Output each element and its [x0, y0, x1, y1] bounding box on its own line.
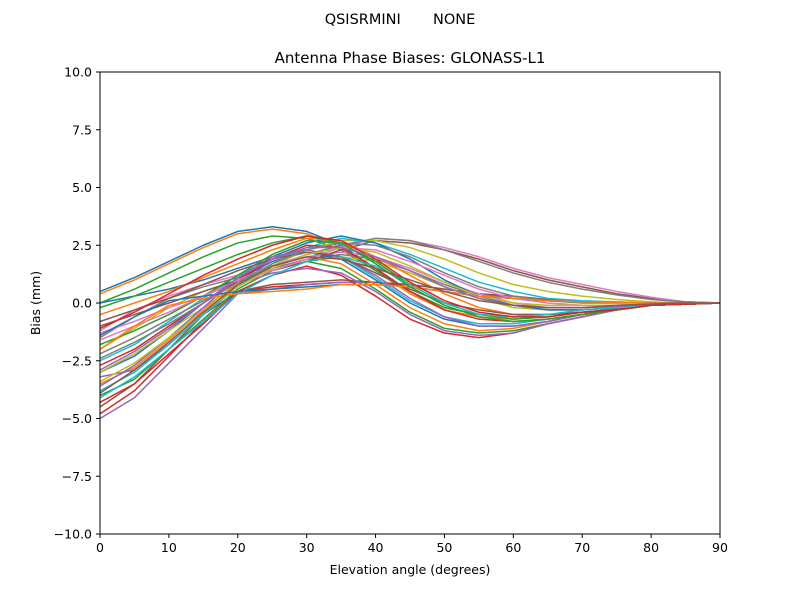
y-tick-label: 7.5 [72, 122, 92, 137]
x-tick-label: 60 [505, 540, 521, 555]
y-tick-label: −2.5 [62, 353, 92, 368]
series-line-26 [99, 251, 721, 323]
y-tick-label: −5.0 [62, 411, 92, 426]
y-tick-label: −7.5 [62, 469, 92, 484]
series-line-18 [99, 237, 721, 355]
ticks-layer: 0 10 20 30 40 50 60 70 80 90 −10.0 −7.5 −5.0 −2.5 0.0 2… [54, 65, 728, 556]
y-tick-label: 2.5 [72, 238, 92, 253]
x-axis-label: Elevation angle (degrees) [330, 562, 491, 577]
x-tick-label: 10 [161, 540, 177, 555]
series-line-30 [99, 256, 720, 399]
x-tick-label: 80 [643, 540, 659, 555]
x-tick-label: 90 [712, 540, 728, 555]
y-tick-label: 5.0 [72, 180, 92, 195]
x-tick-label: 40 [368, 540, 384, 555]
y-axis-label: Bias (mm) [28, 271, 43, 335]
chart-title: Antenna Phase Biases: GLONASS-L1 [275, 49, 546, 67]
x-tick-label: 20 [230, 540, 246, 555]
x-tick-label: 30 [299, 540, 315, 555]
x-tick-label: 70 [574, 540, 590, 555]
series-line-35 [99, 246, 720, 371]
chart-suptitle: QSISRMINI NONE [325, 12, 476, 28]
y-tick-label: −10.0 [54, 527, 92, 542]
y-tick-label: 0.0 [72, 296, 92, 311]
x-tick-label: 50 [436, 540, 452, 555]
series-layer [99, 226, 721, 420]
series-line-34 [99, 235, 721, 330]
series-line-16 [99, 239, 721, 327]
series-line-36 [99, 256, 720, 394]
y-tick-label: 10.0 [64, 65, 92, 80]
x-tick-label: 0 [96, 540, 104, 555]
